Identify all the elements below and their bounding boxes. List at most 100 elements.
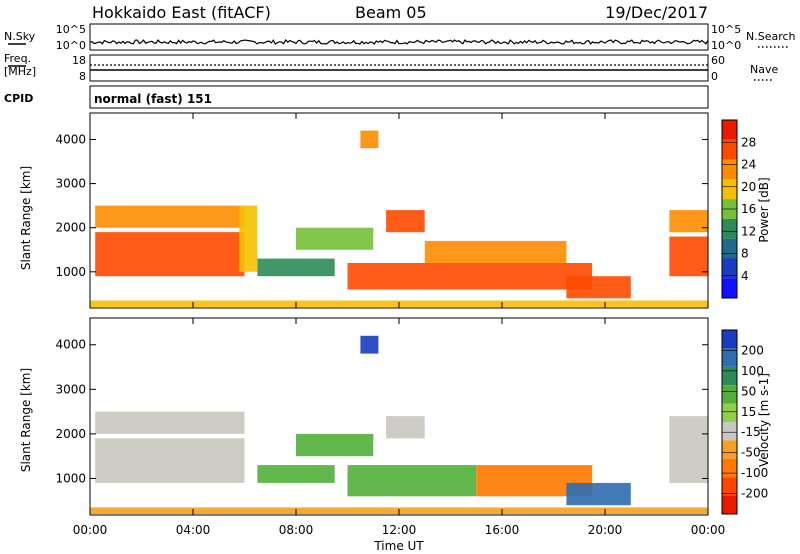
velocity-colorbar-tick-label: 50 <box>741 384 756 398</box>
station-title: Hokkaido East (fitACF) <box>92 3 271 22</box>
power-colorbar-tick-label: 12 <box>741 224 756 238</box>
velocity-region-8 <box>566 482 631 506</box>
power-region-9 <box>566 276 631 299</box>
power-ytick-label: 3000 <box>55 177 86 191</box>
date-title: 19/Dec/2017 <box>605 3 708 22</box>
velocity-colorbar-swatch <box>722 330 737 349</box>
power-region-2 <box>239 205 258 272</box>
velocity-colorbar-tick-label: -100 <box>741 466 768 480</box>
velocity-colorbar: 200 100 50 15 -15 -50 -100 -200 <box>721 329 768 515</box>
power-ytick-label: 4000 <box>55 132 86 146</box>
x-tick-label: 20:00 <box>588 523 623 537</box>
velocity-colorbar-swatch <box>722 348 737 367</box>
power-y-axis: 4000 3000 2000 1000 <box>55 132 708 279</box>
velocity-colorbar-swatch <box>722 422 737 441</box>
velocity-colorbar-swatch <box>722 495 737 514</box>
nave-tick-top: 60 <box>711 54 725 67</box>
velocity-y-axis: 4000 3000 2000 1000 <box>55 338 708 485</box>
power-region-4 <box>296 227 374 250</box>
x-tick-label: 04:00 <box>176 523 211 537</box>
power-colorbar-swatch <box>722 179 737 200</box>
velocity-y-label: Slant Range [km] <box>19 368 33 472</box>
power-colorbar-swatch <box>722 278 737 298</box>
velocity-region-4 <box>360 335 379 354</box>
power-region-5 <box>360 130 379 149</box>
power-region-0 <box>95 232 245 277</box>
velocity-ytick-label: 1000 <box>55 471 86 485</box>
power-colorbar-tick-label: 16 <box>741 202 756 216</box>
velocity-colorbar-swatch <box>722 477 737 496</box>
cpid-label: CPID <box>4 92 33 105</box>
power-region-3 <box>257 258 335 277</box>
power-colorbar-swatch <box>722 120 737 140</box>
freq-label-2: [MHz] <box>4 65 36 78</box>
x-tick-label: 16:00 <box>485 523 520 537</box>
velocity-ytick-label: 3000 <box>55 382 86 396</box>
velocity-ytick-label: 2000 <box>55 427 86 441</box>
power-colorbar-swatch <box>722 258 737 279</box>
nsky-trace <box>89 39 709 45</box>
power-region-6 <box>386 210 425 233</box>
velocity-region-1 <box>95 411 245 434</box>
x-tick-label: 00:00 <box>691 523 726 537</box>
velocity-colorbar-swatch <box>722 440 737 459</box>
velocity-region-2 <box>257 465 335 483</box>
freq-tick-bottom: 8 <box>79 70 86 83</box>
velocity-region-0 <box>95 438 245 483</box>
power-y-label: Slant Range [km] <box>19 166 33 270</box>
power-colorbar-tick-label: 20 <box>741 180 756 194</box>
cpid-text: normal (fast) 151 <box>94 92 212 106</box>
x-axis: 00:00 04:00 08:00 12:00 16:00 20:00 00:00 <box>73 113 726 537</box>
velocity-ytick-label: 4000 <box>55 338 86 352</box>
velocity-colorbar-tick-label: -200 <box>741 487 768 501</box>
velocity-colorbar-tick-label: 100 <box>741 364 764 378</box>
velocity-region-6 <box>347 465 477 497</box>
x-tick-label: 00:00 <box>73 523 108 537</box>
power-colorbar-tick-label: 24 <box>741 158 756 172</box>
x-axis-label: Time UT <box>373 539 424 553</box>
power-region-8 <box>424 240 567 263</box>
nsky-tick-top: 10^5 <box>56 23 86 36</box>
power-heatmap <box>90 130 708 308</box>
cpid-panel-frame <box>89 85 709 109</box>
nsky-label: N.Sky <box>4 30 36 43</box>
nsearch-tick-top: 10^5 <box>711 23 741 36</box>
power-ytick-label: 2000 <box>55 221 86 235</box>
nave-label: Nave <box>750 63 778 76</box>
power-region-11 <box>669 210 708 233</box>
x-tick-label: 08:00 <box>279 523 314 537</box>
velocity-colorbar-tick-label: 200 <box>741 343 764 357</box>
nsky-tick-bottom: 10^0 <box>56 39 86 52</box>
velocity-colorbar-frame <box>721 329 738 515</box>
power-colorbar-swatch <box>722 238 737 259</box>
freq-label-1: Freq. <box>4 52 31 65</box>
power-colorbar-tick-label: 28 <box>741 135 756 149</box>
freq-tick-top: 18 <box>72 54 86 67</box>
nsearch-label: N.Search <box>746 30 796 43</box>
nave-tick-bottom: 0 <box>711 70 718 83</box>
velocity-region-9 <box>669 416 708 483</box>
velocity-colorbar-label: Velocity [m s-1] <box>757 373 771 467</box>
velocity-heatmap <box>90 335 708 515</box>
beam-title: Beam 05 <box>355 3 427 22</box>
power-colorbar-swatch <box>722 159 737 180</box>
power-colorbar-tick-label: 4 <box>741 269 749 283</box>
power-region-10 <box>669 236 708 277</box>
velocity-colorbar-swatch <box>722 385 737 404</box>
velocity-colorbar-tick-label: -50 <box>741 446 761 460</box>
velocity-colorbar-tick-label: 15 <box>741 405 756 419</box>
power-colorbar-label: Power [dB] <box>757 177 771 242</box>
x-tick-label: 12:00 <box>382 523 417 537</box>
power-colorbar-tick-label: 8 <box>741 247 749 261</box>
power-region-1 <box>95 205 245 228</box>
velocity-region-3 <box>296 433 374 457</box>
velocity-colorbar-tick-label: -15 <box>741 425 761 439</box>
velocity-colorbar-swatch <box>722 366 737 386</box>
velocity-colorbar-swatch <box>722 403 737 422</box>
velocity-colorbar-swatch <box>722 458 737 478</box>
nsky-panel-frame <box>89 23 709 51</box>
freq-panel-frame <box>89 54 709 82</box>
power-colorbar-swatch <box>722 139 737 160</box>
power-region-7 <box>347 263 593 290</box>
